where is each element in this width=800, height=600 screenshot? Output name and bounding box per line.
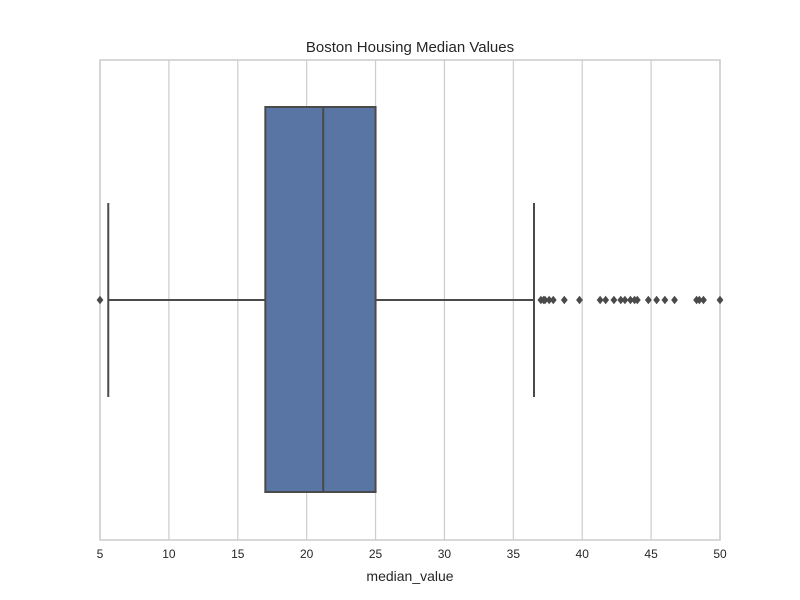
x-tick-label: 45 [644,547,658,561]
outlier-point [560,295,568,305]
outlier-point [617,295,625,305]
outlier-point [610,295,618,305]
outlier-points [96,295,724,305]
outlier-point [549,295,557,305]
x-tick-label: 5 [97,547,104,561]
outlier-point [545,295,553,305]
x-tick-label: 25 [369,547,383,561]
x-tick-labels: 5 10 15 20 25 30 35 40 45 50 [97,547,727,561]
chart-title: Boston Housing Median Values [306,39,514,56]
outlier-point [576,295,583,305]
x-tick-label: 40 [576,547,590,561]
x-axis-label: median_value [366,568,453,584]
outlier-point [621,295,629,305]
outlier-point [671,295,678,305]
x-tick-label: 30 [438,547,452,561]
outlier-point [596,295,604,305]
outlier-point [541,295,549,305]
outlier-point [644,295,652,305]
outlier-point [661,295,669,305]
x-tick-label: 50 [713,547,727,561]
x-tick-label: 10 [162,547,176,561]
iqr-box [264,106,377,493]
x-tick-label: 20 [300,547,314,561]
x-tick-label: 35 [507,547,521,561]
outlier-point [700,295,707,305]
outlier-point [96,295,104,305]
outlier-point [627,295,634,305]
outlier-point [633,295,641,305]
outlier-point [602,295,610,305]
box-plot [107,106,535,493]
outlier-point [653,295,661,305]
outlier-point [695,295,703,305]
outlier-point [716,295,724,305]
x-tick-label: 15 [231,547,245,561]
